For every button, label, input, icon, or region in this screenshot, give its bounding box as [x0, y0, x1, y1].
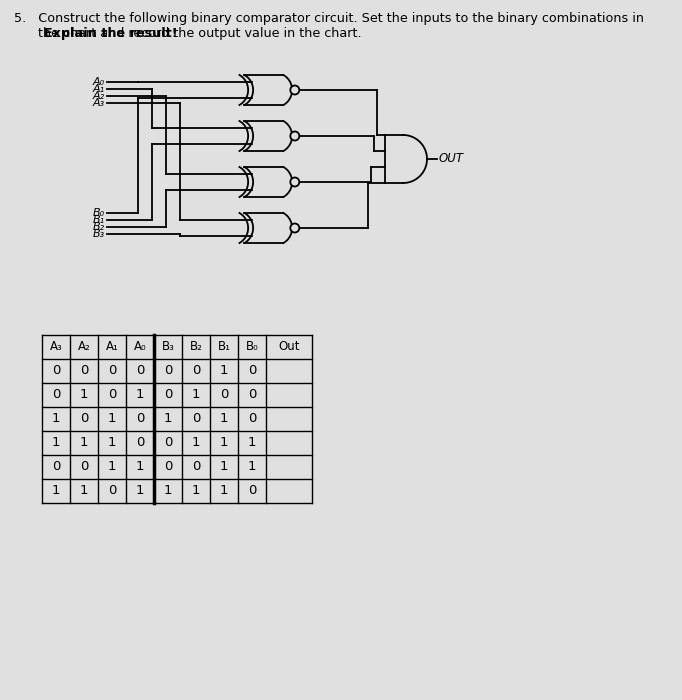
Text: 0: 0: [248, 484, 256, 498]
Text: 0: 0: [52, 389, 60, 402]
Text: 1: 1: [192, 389, 201, 402]
Text: 1: 1: [248, 437, 256, 449]
Text: 0: 0: [164, 389, 172, 402]
Text: 0: 0: [108, 484, 116, 498]
Text: 0: 0: [52, 365, 60, 377]
Text: 1: 1: [80, 389, 88, 402]
Text: B₃: B₃: [162, 340, 175, 354]
Text: 1: 1: [164, 412, 173, 426]
Text: 0: 0: [108, 365, 116, 377]
Text: 1: 1: [220, 484, 228, 498]
Text: 0: 0: [108, 389, 116, 402]
Text: A₂: A₂: [78, 340, 91, 354]
Text: 0: 0: [136, 412, 144, 426]
Text: 1: 1: [52, 437, 60, 449]
Text: 5.   Construct the following binary comparator circuit. Set the inputs to the bi: 5. Construct the following binary compar…: [14, 12, 644, 25]
Text: B₁: B₁: [218, 340, 231, 354]
Text: Out: Out: [278, 340, 300, 354]
Text: A₃: A₃: [93, 98, 105, 108]
Text: B₂: B₂: [93, 222, 105, 232]
Text: 0: 0: [220, 389, 228, 402]
Text: A₀: A₀: [93, 77, 105, 87]
Text: 0: 0: [136, 365, 144, 377]
Text: A₀: A₀: [134, 340, 147, 354]
Text: 0: 0: [192, 365, 201, 377]
Text: A₂: A₂: [93, 91, 105, 101]
Text: 1: 1: [192, 484, 201, 498]
Text: 0: 0: [52, 461, 60, 473]
Text: 0: 0: [164, 365, 172, 377]
Text: 0: 0: [248, 389, 256, 402]
Text: 1: 1: [220, 437, 228, 449]
Text: B₃: B₃: [93, 229, 105, 239]
Text: 1: 1: [80, 437, 88, 449]
Text: A₁: A₁: [93, 84, 105, 94]
Text: 0: 0: [80, 461, 88, 473]
Circle shape: [291, 85, 299, 94]
Text: B₁: B₁: [93, 215, 105, 225]
Circle shape: [291, 223, 299, 232]
Text: 0: 0: [164, 461, 172, 473]
Text: OUT: OUT: [439, 153, 464, 165]
Text: 0: 0: [192, 461, 201, 473]
Text: 1: 1: [52, 412, 60, 426]
Text: 0: 0: [80, 412, 88, 426]
Text: 0: 0: [136, 437, 144, 449]
Text: 0: 0: [192, 412, 201, 426]
Text: the chart and record the output value in the chart.: the chart and record the output value in…: [14, 27, 366, 40]
Text: 0: 0: [248, 365, 256, 377]
Text: 1: 1: [108, 461, 116, 473]
Text: 1: 1: [164, 484, 173, 498]
Text: B₂: B₂: [190, 340, 203, 354]
Text: B₀: B₀: [246, 340, 258, 354]
Text: 1: 1: [136, 389, 145, 402]
Text: A₁: A₁: [106, 340, 119, 354]
Circle shape: [291, 132, 299, 141]
Circle shape: [291, 178, 299, 186]
Text: 1: 1: [192, 437, 201, 449]
Text: 1: 1: [52, 484, 60, 498]
Text: B₀: B₀: [93, 208, 105, 218]
Text: 1: 1: [220, 365, 228, 377]
Text: 0: 0: [164, 437, 172, 449]
Text: A₃: A₃: [50, 340, 62, 354]
Text: 1: 1: [108, 412, 116, 426]
Text: 1: 1: [220, 412, 228, 426]
Text: 1: 1: [220, 461, 228, 473]
Text: 1: 1: [136, 461, 145, 473]
Text: 1: 1: [248, 461, 256, 473]
Text: 0: 0: [80, 365, 88, 377]
Text: 1: 1: [136, 484, 145, 498]
Text: 0: 0: [248, 412, 256, 426]
Text: 1: 1: [108, 437, 116, 449]
Text: Explain the result!: Explain the result!: [44, 27, 178, 40]
Text: 1: 1: [80, 484, 88, 498]
